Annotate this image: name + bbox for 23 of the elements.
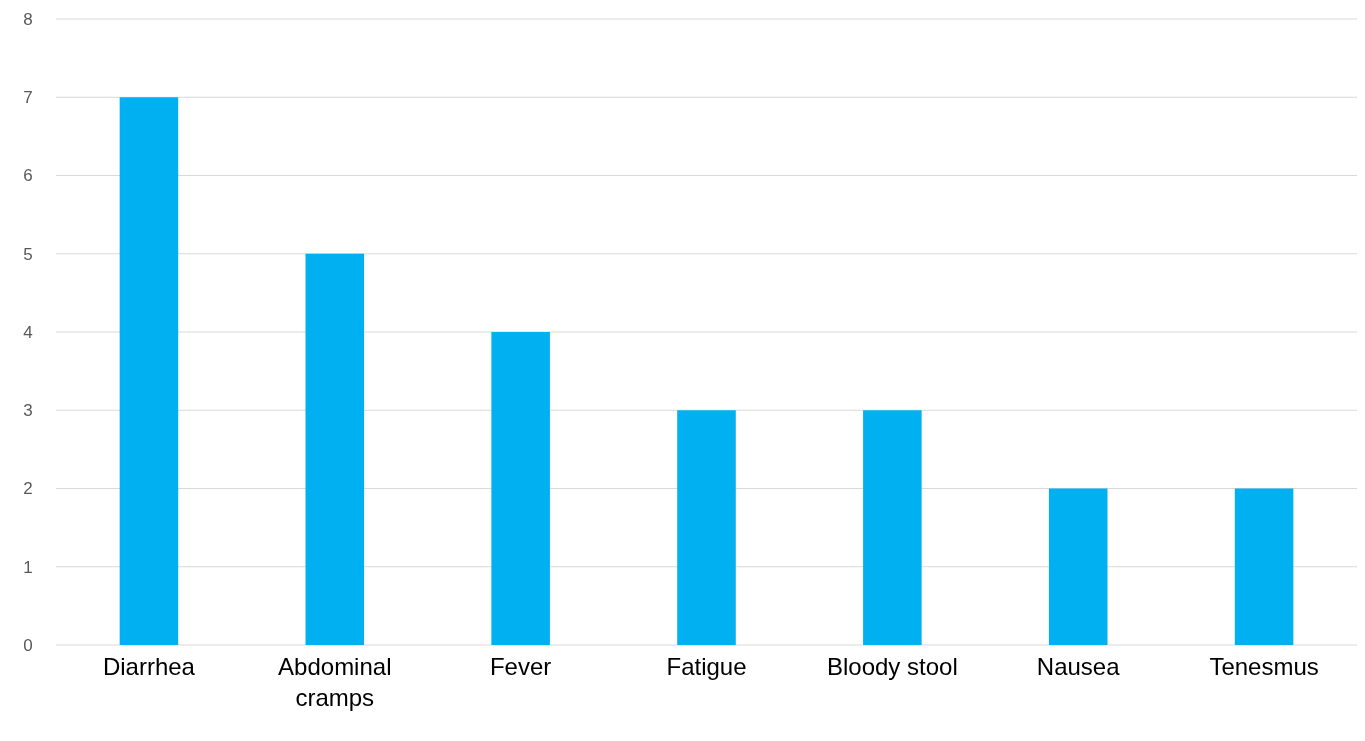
y-tick-label: 6 — [23, 166, 33, 186]
x-tick-label: Fatigue — [666, 653, 747, 680]
x-tick-label: Bloody stool — [826, 653, 958, 680]
bar — [1234, 488, 1294, 645]
y-tick-label: 4 — [23, 322, 33, 342]
bar — [863, 410, 922, 645]
y-tick-label: 8 — [23, 9, 33, 29]
bar — [677, 410, 736, 645]
bar — [305, 253, 365, 645]
y-tick-label: 0 — [23, 635, 33, 655]
x-tick-label: Nausea — [1036, 653, 1121, 680]
x-tick-label: Fever — [489, 653, 552, 680]
y-tick-label: 3 — [23, 401, 33, 421]
bar — [119, 97, 179, 645]
bar — [491, 332, 550, 645]
y-tick-label: 1 — [23, 557, 33, 577]
bar — [1048, 488, 1108, 645]
y-tick-label: 5 — [23, 244, 33, 264]
x-tick-label: Diarrhea — [102, 653, 196, 680]
x-tick-label: Tenesmus — [1209, 653, 1319, 680]
y-tick-label: 2 — [23, 479, 33, 499]
x-tick-label: Abdominal cramps — [278, 653, 392, 711]
y-tick-label: 7 — [23, 88, 33, 108]
